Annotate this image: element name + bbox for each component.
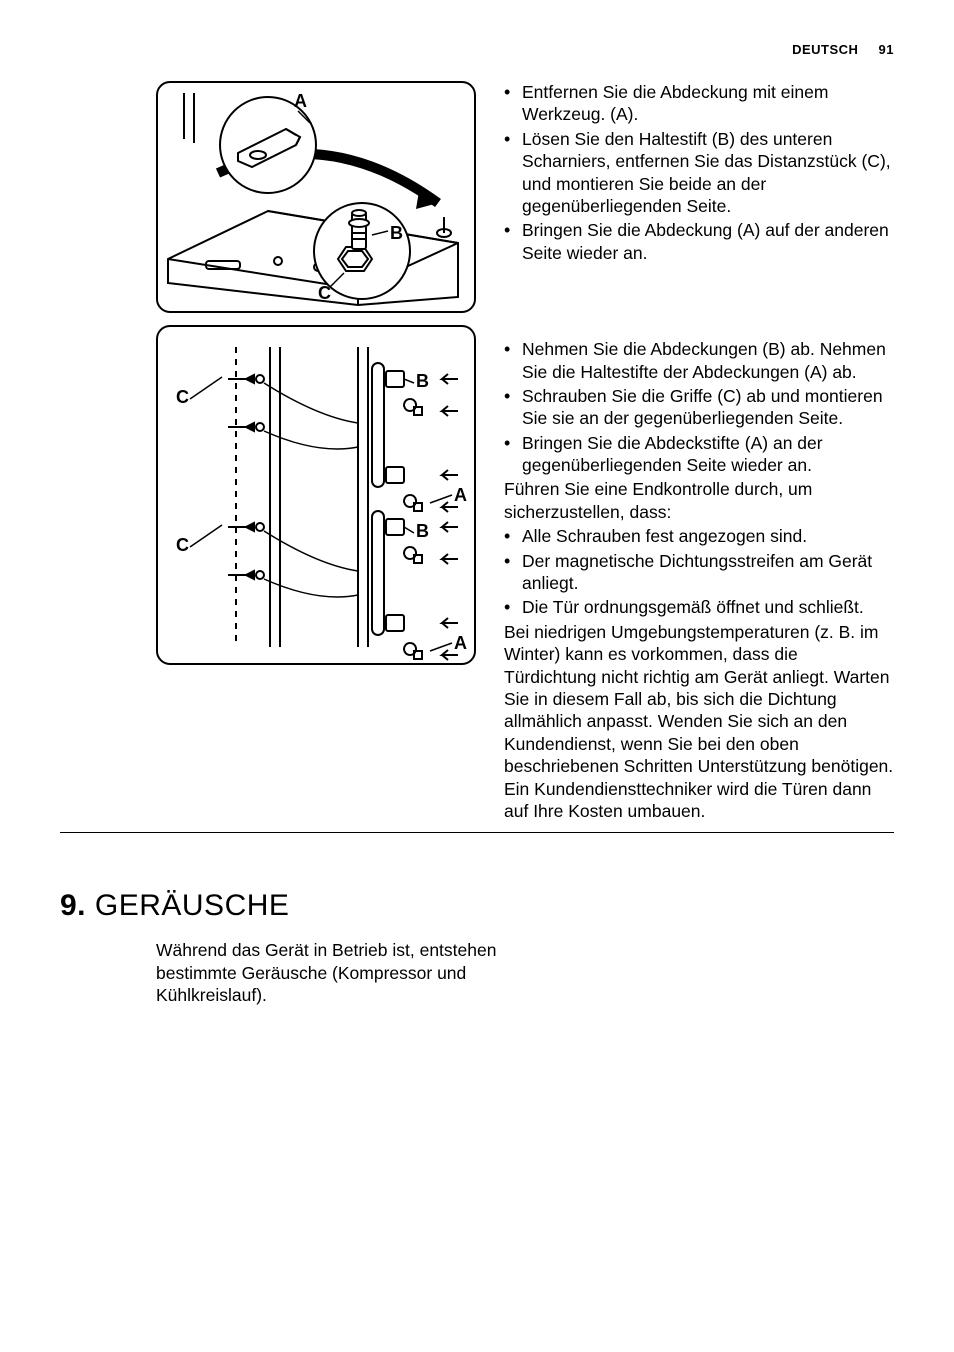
fig2-label-c1: C	[176, 387, 189, 407]
instruction-block-1: A B C	[60, 81, 894, 824]
fig1-label-c: C	[318, 283, 331, 303]
page-header: DEUTSCH 91	[60, 42, 894, 57]
section-title: GERÄUSCHE	[95, 889, 290, 922]
check-intro: Führen Sie eine Endkontrolle durch, um s…	[504, 478, 894, 523]
header-language: DEUTSCH	[792, 42, 858, 57]
instruction-text-column: Entfernen Sie die Abdeckung mit einem We…	[504, 81, 894, 824]
instruction-item: Nehmen Sie die Abdeckungen (B) ab. Nehme…	[504, 338, 894, 383]
check-item: Der magnetische Dichtungsstreifen am Ger…	[504, 550, 894, 595]
instruction-list-1: Entfernen Sie die Abdeckung mit einem We…	[504, 81, 894, 264]
fig2-label-a1: A	[454, 485, 467, 505]
check-list: Alle Schrauben fest angezogen sind. Der …	[504, 525, 894, 619]
check-item: Die Tür ordnungsgemäß öffnet und schließ…	[504, 596, 894, 618]
section-divider	[60, 832, 894, 833]
fig2-label-b1: B	[416, 371, 429, 391]
section-9-heading: 9. GERÄUSCHE	[60, 889, 894, 923]
fig2-label-b2: B	[416, 521, 429, 541]
figure-2: C C B B A A	[156, 325, 476, 665]
instruction-item: Entfernen Sie die Abdeckung mit einem We…	[504, 81, 894, 126]
fig1-label-b: B	[390, 223, 403, 243]
figure-1: A B C	[156, 81, 476, 313]
instruction-item: Bringen Sie die Abdeckstifte (A) an der …	[504, 432, 894, 477]
instruction-list-2: Nehmen Sie die Abdeckungen (B) ab. Nehme…	[504, 338, 894, 476]
section-9-body: Während das Gerät in Betrieb ist, entste…	[156, 939, 526, 1006]
instruction-item: Bringen Sie die Abdeckung (A) auf der an…	[504, 219, 894, 264]
instruction-item: Schrauben Sie die Griffe (C) ab und mont…	[504, 385, 894, 430]
fig2-label-a2: A	[454, 633, 467, 653]
section-number: 9.	[60, 889, 86, 922]
figure-1-container: A B C	[60, 81, 480, 677]
header-page-number: 91	[879, 42, 894, 57]
instruction-item: Lösen Sie den Haltestift (B) des unteren…	[504, 128, 894, 218]
closing-paragraph: Bei niedrigen Umgebungstemperaturen (z. …	[504, 621, 894, 823]
fig2-label-c2: C	[176, 535, 189, 555]
check-item: Alle Schrauben fest angezogen sind.	[504, 525, 894, 547]
fig1-label-a: A	[294, 91, 307, 111]
